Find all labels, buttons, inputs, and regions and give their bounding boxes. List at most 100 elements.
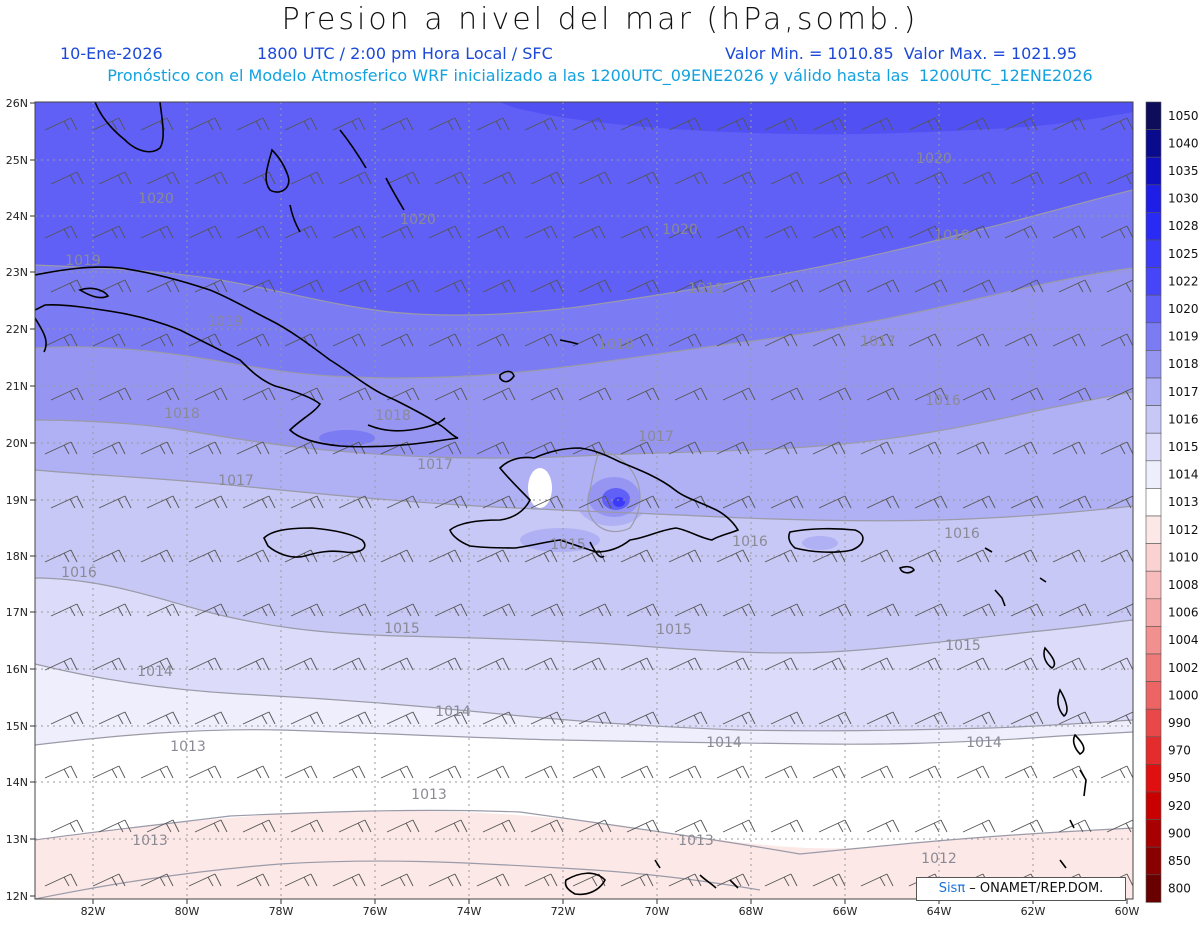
wind-barb	[1058, 387, 1092, 401]
wind-barb	[332, 873, 366, 887]
colorbar-swatch	[1145, 212, 1162, 241]
wind-barb	[188, 873, 222, 887]
wind-barb	[668, 333, 702, 347]
isobar-label: 1012	[921, 851, 957, 867]
wind-barb	[236, 441, 270, 455]
wind-barb	[626, 711, 660, 725]
wind-barb	[140, 549, 174, 563]
wind-barb	[626, 171, 660, 185]
wind-barb	[476, 117, 510, 131]
wind-barb	[92, 549, 126, 563]
wind-barb	[146, 711, 180, 725]
wind-barb	[434, 387, 468, 401]
wind-barb	[98, 387, 132, 401]
wind-barb	[44, 441, 78, 455]
wind-barb	[914, 711, 948, 725]
isobar-label: 1018	[598, 337, 634, 353]
wind-barb	[290, 387, 324, 401]
colorbar-label: 1030	[1168, 192, 1199, 206]
wind-barb	[1052, 117, 1086, 131]
wind-barb	[98, 279, 132, 293]
wind-barb	[860, 873, 894, 887]
wind-barb	[92, 225, 126, 239]
wind-barb	[866, 279, 900, 293]
wind-barb	[818, 171, 852, 185]
isobar-label: 1020	[916, 151, 952, 167]
wind-barb	[44, 225, 78, 239]
wind-barb	[482, 603, 516, 617]
wind-barb	[428, 333, 462, 347]
model-info: Pronóstico con el Modelo Atmosferico WRF…	[107, 66, 1093, 85]
wind-barb	[674, 171, 708, 185]
wind-barb	[812, 117, 846, 131]
wind-barb	[530, 171, 564, 185]
wind-barb	[92, 441, 126, 455]
wind-barb	[386, 819, 420, 833]
colorbar-label: 1019	[1168, 330, 1199, 344]
colorbar-label: 1012	[1168, 523, 1199, 537]
wind-barb	[386, 603, 420, 617]
wind-barb	[380, 333, 414, 347]
wind-barb	[530, 603, 564, 617]
wind-barb	[242, 819, 276, 833]
colorbar-label: 1015	[1168, 440, 1199, 454]
lat-label: 26N	[6, 97, 28, 110]
wind-barb	[386, 279, 420, 293]
wind-barb	[956, 225, 990, 239]
wind-barb	[188, 657, 222, 671]
colorbar-label: 1006	[1168, 606, 1199, 620]
lat-label: 13N	[6, 833, 28, 846]
colorbar-label: 1018	[1168, 357, 1199, 371]
colorbar-swatch	[1145, 653, 1162, 682]
wind-barb	[578, 495, 612, 509]
wind-barb	[1010, 171, 1044, 185]
lat-label: 20N	[6, 437, 28, 450]
wind-barb	[626, 495, 660, 509]
colorbar-swatch	[1145, 874, 1162, 903]
colorbar-swatch	[1145, 626, 1162, 655]
colorbar-label: 1000	[1168, 688, 1199, 702]
wind-barb	[914, 387, 948, 401]
wind-barb	[380, 225, 414, 239]
wind-barb	[428, 117, 462, 131]
colorbar-swatch	[1145, 405, 1162, 434]
wind-barb	[290, 819, 324, 833]
wind-barb	[524, 225, 558, 239]
wind-barb	[1058, 171, 1092, 185]
wind-barb	[188, 333, 222, 347]
wind-barb	[140, 873, 174, 887]
wind-barb	[284, 225, 318, 239]
wind-barb	[812, 333, 846, 347]
wind-barb	[290, 711, 324, 725]
colorbar-label: 1035	[1168, 164, 1199, 178]
wind-barb	[626, 387, 660, 401]
colorbar-swatch	[1145, 156, 1162, 186]
wind-barb	[242, 711, 276, 725]
wind-barb	[380, 873, 414, 887]
wind-barb	[530, 819, 564, 833]
colorbar: 1050 1040 1035 1030 1028 1025 1022 1020 1019 1018…	[1145, 101, 1199, 903]
wind-barb	[1052, 657, 1086, 671]
wind-barb	[812, 225, 846, 239]
wind-barb	[524, 333, 558, 347]
wind-barb	[572, 657, 606, 671]
wind-barb	[476, 657, 510, 671]
colorbar-swatch	[1145, 101, 1162, 130]
colorbar-swatch	[1145, 488, 1162, 517]
wind-barb	[1010, 603, 1044, 617]
wind-barb	[98, 711, 132, 725]
credit-box: Sisπ – ONAMET/REP.DOM.	[916, 877, 1126, 901]
wind-barb	[476, 333, 510, 347]
wind-barb	[1106, 495, 1133, 509]
wind-barb	[482, 387, 516, 401]
wind-barb	[956, 657, 990, 671]
wind-barb	[716, 225, 750, 239]
wind-barb	[242, 387, 276, 401]
wind-barb	[1106, 711, 1133, 725]
isobar-label: 1020	[400, 212, 436, 228]
wind-barb	[194, 171, 228, 185]
isobar-label: 1018	[375, 408, 411, 424]
isobar-label: 1016	[925, 393, 961, 409]
wind-barb	[44, 549, 78, 563]
wind-barb	[1004, 441, 1038, 455]
